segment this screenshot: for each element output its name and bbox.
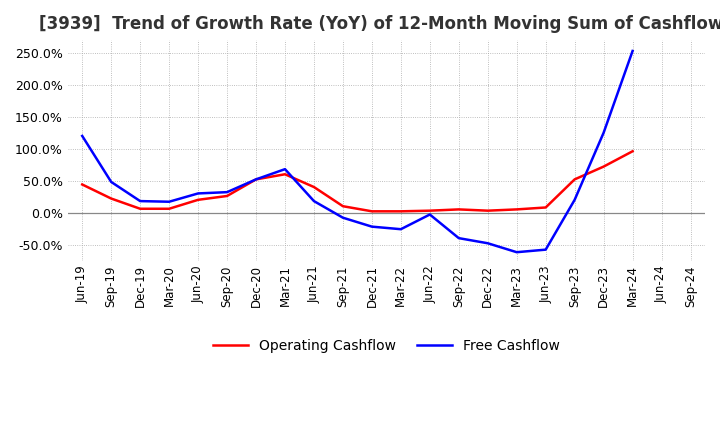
Operating Cashflow bbox=[454, 207, 463, 212]
Free Cashflow bbox=[136, 198, 145, 204]
Operating Cashflow bbox=[78, 182, 86, 187]
Free Cashflow bbox=[629, 48, 637, 54]
Operating Cashflow bbox=[281, 172, 289, 177]
Operating Cashflow bbox=[107, 196, 115, 201]
Free Cashflow bbox=[599, 130, 608, 136]
Free Cashflow bbox=[513, 249, 521, 255]
Operating Cashflow bbox=[368, 209, 377, 214]
Free Cashflow bbox=[252, 177, 261, 182]
Line: Free Cashflow: Free Cashflow bbox=[82, 51, 633, 252]
Free Cashflow bbox=[397, 227, 405, 232]
Free Cashflow bbox=[194, 191, 202, 196]
Operating Cashflow bbox=[194, 197, 202, 202]
Operating Cashflow bbox=[570, 177, 579, 182]
Operating Cashflow bbox=[483, 208, 492, 213]
Free Cashflow bbox=[368, 224, 377, 229]
Operating Cashflow bbox=[222, 193, 231, 198]
Free Cashflow bbox=[541, 247, 550, 252]
Operating Cashflow bbox=[397, 209, 405, 214]
Free Cashflow bbox=[338, 215, 347, 220]
Operating Cashflow bbox=[513, 207, 521, 212]
Title: [3939]  Trend of Growth Rate (YoY) of 12-Month Moving Sum of Cashflows: [3939] Trend of Growth Rate (YoY) of 12-… bbox=[40, 15, 720, 33]
Free Cashflow bbox=[281, 166, 289, 172]
Operating Cashflow bbox=[541, 205, 550, 210]
Free Cashflow bbox=[310, 198, 318, 204]
Operating Cashflow bbox=[165, 206, 174, 211]
Free Cashflow bbox=[570, 197, 579, 202]
Line: Operating Cashflow: Operating Cashflow bbox=[82, 151, 633, 211]
Free Cashflow bbox=[165, 199, 174, 204]
Operating Cashflow bbox=[599, 164, 608, 169]
Operating Cashflow bbox=[338, 204, 347, 209]
Operating Cashflow bbox=[252, 177, 261, 182]
Free Cashflow bbox=[483, 241, 492, 246]
Operating Cashflow bbox=[136, 206, 145, 211]
Free Cashflow bbox=[222, 190, 231, 195]
Free Cashflow bbox=[454, 235, 463, 241]
Operating Cashflow bbox=[426, 208, 434, 213]
Free Cashflow bbox=[107, 179, 115, 184]
Operating Cashflow bbox=[629, 149, 637, 154]
Free Cashflow bbox=[426, 212, 434, 217]
Legend: Operating Cashflow, Free Cashflow: Operating Cashflow, Free Cashflow bbox=[207, 334, 565, 359]
Free Cashflow bbox=[78, 133, 86, 139]
Operating Cashflow bbox=[310, 184, 318, 190]
